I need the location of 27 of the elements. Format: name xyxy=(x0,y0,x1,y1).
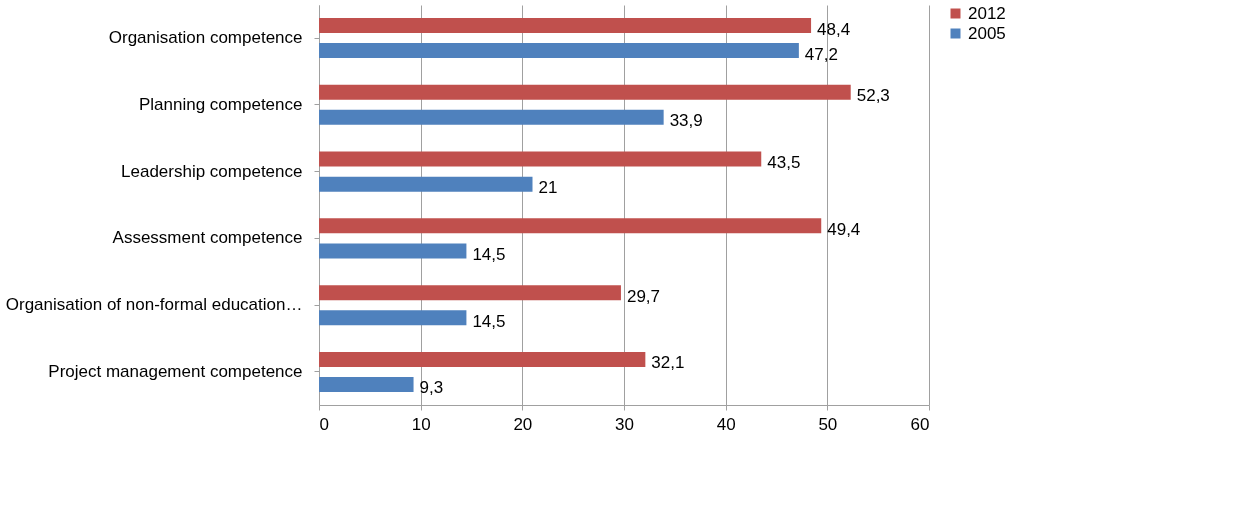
x-tick-label: 30 xyxy=(615,414,634,434)
data-label: 14,5 xyxy=(472,311,506,331)
x-tick-label: 60 xyxy=(910,414,930,434)
y-tick-label: Planning competence xyxy=(138,94,303,114)
y-tick-label: Leadership competence xyxy=(121,161,303,181)
y-tick-label: Organisation competence xyxy=(108,28,303,48)
x-tick-label: 20 xyxy=(513,414,533,434)
x-tick-label: 10 xyxy=(411,414,431,434)
data-label: 14,5 xyxy=(472,244,506,264)
x-tick-label: 50 xyxy=(818,414,838,434)
data-label: 33,9 xyxy=(669,111,703,131)
data-label: 9,3 xyxy=(419,378,444,398)
data-label: 48,4 xyxy=(817,19,851,39)
y-tick-label: Organisation of non-formal education… xyxy=(5,295,303,315)
data-label: 21 xyxy=(538,178,558,198)
data-label: 52,3 xyxy=(856,86,890,106)
x-tick-label: 40 xyxy=(716,414,736,434)
y-tick-label: Project management competence xyxy=(48,361,303,381)
data-label: 32,1 xyxy=(651,353,685,373)
x-tick-label: 0 xyxy=(319,414,329,434)
data-label: 43,5 xyxy=(767,153,801,173)
legend-label: 2012 xyxy=(968,3,1006,23)
y-tick-label: Assessment competence xyxy=(112,228,303,248)
data-label: 29,7 xyxy=(626,286,661,306)
legend-label: 2005 xyxy=(968,23,1006,43)
data-label: 47,2 xyxy=(804,44,838,64)
data-label: 49,4 xyxy=(827,219,861,239)
